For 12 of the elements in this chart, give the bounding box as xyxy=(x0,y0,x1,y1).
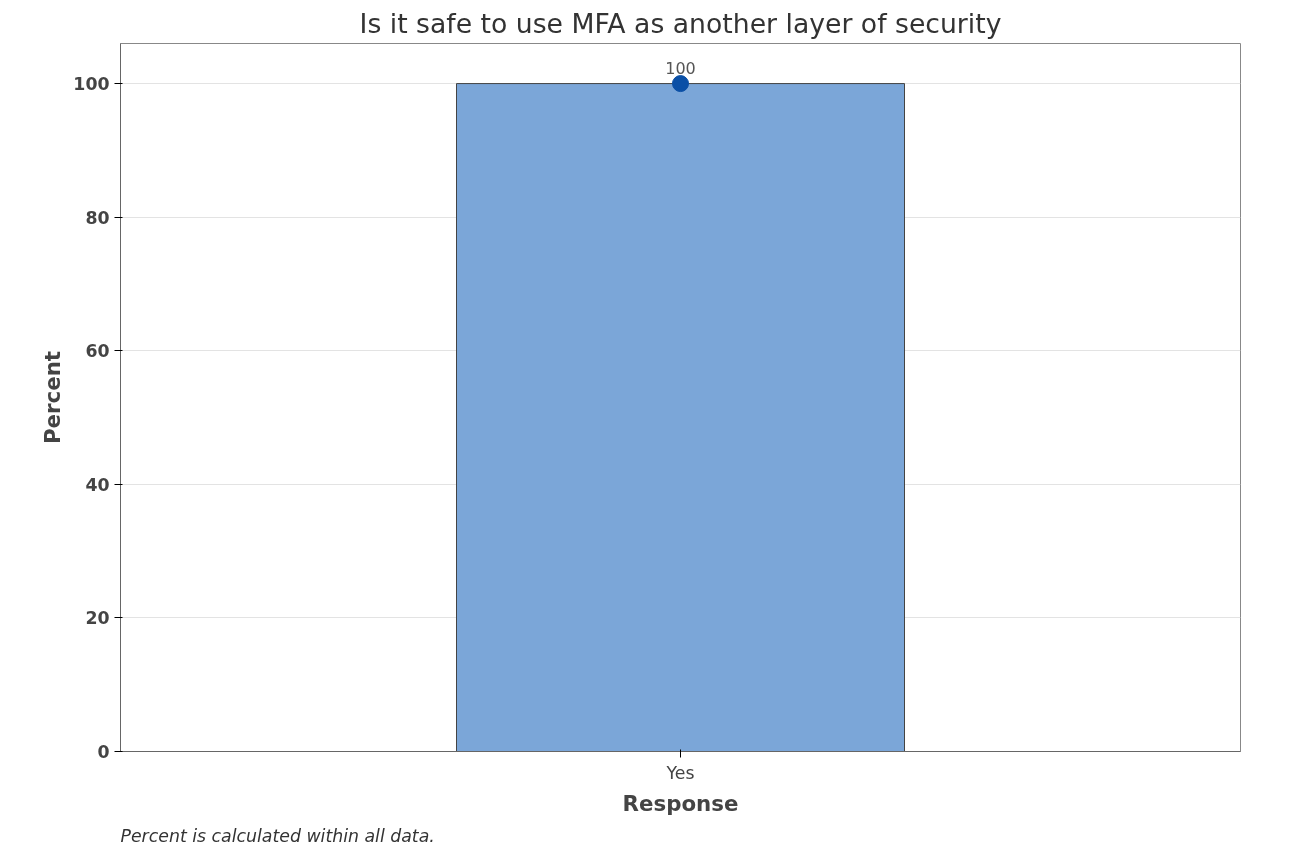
x-tick-label: Yes xyxy=(665,762,695,783)
y-tick-label: 100 xyxy=(73,74,110,95)
chart-title: Is it safe to use MFA as another layer of security xyxy=(359,7,1002,39)
text: Percent is calculated within all data. xyxy=(120,825,435,846)
y-tick-label: 40 xyxy=(85,474,110,495)
data-label: 100 xyxy=(665,58,696,78)
y-tick-label: 20 xyxy=(85,608,110,629)
y-tick-label: 0 xyxy=(97,742,110,762)
y-tick-label: 60 xyxy=(85,341,110,362)
y-axis-title: Percent xyxy=(40,350,66,445)
x-axis-title: Response xyxy=(622,790,739,816)
y-tick-label: 80 xyxy=(85,207,110,228)
